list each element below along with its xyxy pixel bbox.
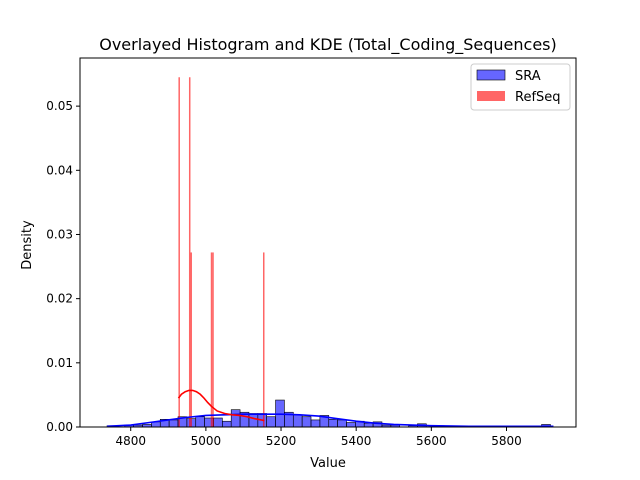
legend-swatch-sra	[476, 69, 506, 81]
refseq-histogram-bar	[262, 252, 265, 427]
legend-swatch-refseq	[477, 91, 505, 101]
refseq-histogram-bar	[188, 77, 191, 428]
legend-label-sra: SRA	[515, 69, 541, 84]
sra-histogram-bar	[168, 419, 179, 428]
chart-title: Overlayed Histogram and KDE (Total_Codin…	[99, 35, 557, 55]
legend-label-refseq: RefSeq	[515, 90, 561, 105]
x-tick-label: 5200	[266, 434, 297, 448]
y-tick-label: 0.05	[46, 99, 73, 113]
x-axis-ticks: 4800 5000 5200 5400 5600 5800	[115, 427, 522, 448]
sra-histogram-bar	[328, 418, 338, 428]
legend: SRA RefSeq	[470, 63, 571, 111]
x-tick-label: 4800	[115, 434, 146, 448]
x-tick-label: 5600	[416, 434, 447, 448]
sra-histogram-bar	[363, 422, 374, 428]
sra-histogram-bar	[230, 409, 241, 428]
x-tick-label: 5000	[191, 434, 222, 448]
y-axis-ticks: 0.00 0.01 0.02 0.03 0.04 0.05	[46, 99, 80, 434]
y-axis-label: Density	[20, 220, 35, 270]
x-tick-label: 5800	[491, 434, 522, 448]
sra-kde-line	[107, 413, 554, 428]
refseq-histogram-bar	[190, 252, 192, 427]
sra-histogram-bar	[346, 422, 356, 428]
sra-histogram-bar	[337, 419, 347, 428]
axes-frame	[79, 57, 577, 428]
refseq-histogram-bar	[178, 77, 180, 428]
y-tick-label: 0.01	[46, 356, 73, 370]
y-tick-label: 0.03	[46, 227, 73, 241]
refseq-histogram-bar	[212, 252, 214, 427]
sra-histogram-bar	[266, 416, 276, 428]
y-tick-label: 0.02	[46, 292, 73, 306]
refseq-kde-line	[177, 389, 265, 422]
x-tick-label: 5400	[341, 434, 372, 448]
x-axis-label: Value	[310, 456, 346, 471]
refseq-histogram-bar	[210, 252, 213, 427]
sra-histogram-bar	[292, 414, 303, 428]
sra-histogram-bar	[310, 419, 321, 428]
y-tick-label: 0.04	[46, 163, 73, 177]
sra-histogram-bar	[195, 416, 205, 428]
sra-histogram-bar	[301, 416, 312, 428]
y-tick-label: 0.00	[46, 420, 73, 434]
sra-histogram-bar	[248, 413, 259, 428]
sra-histogram-bar	[222, 420, 232, 428]
sra-histogram-bar	[213, 417, 223, 428]
